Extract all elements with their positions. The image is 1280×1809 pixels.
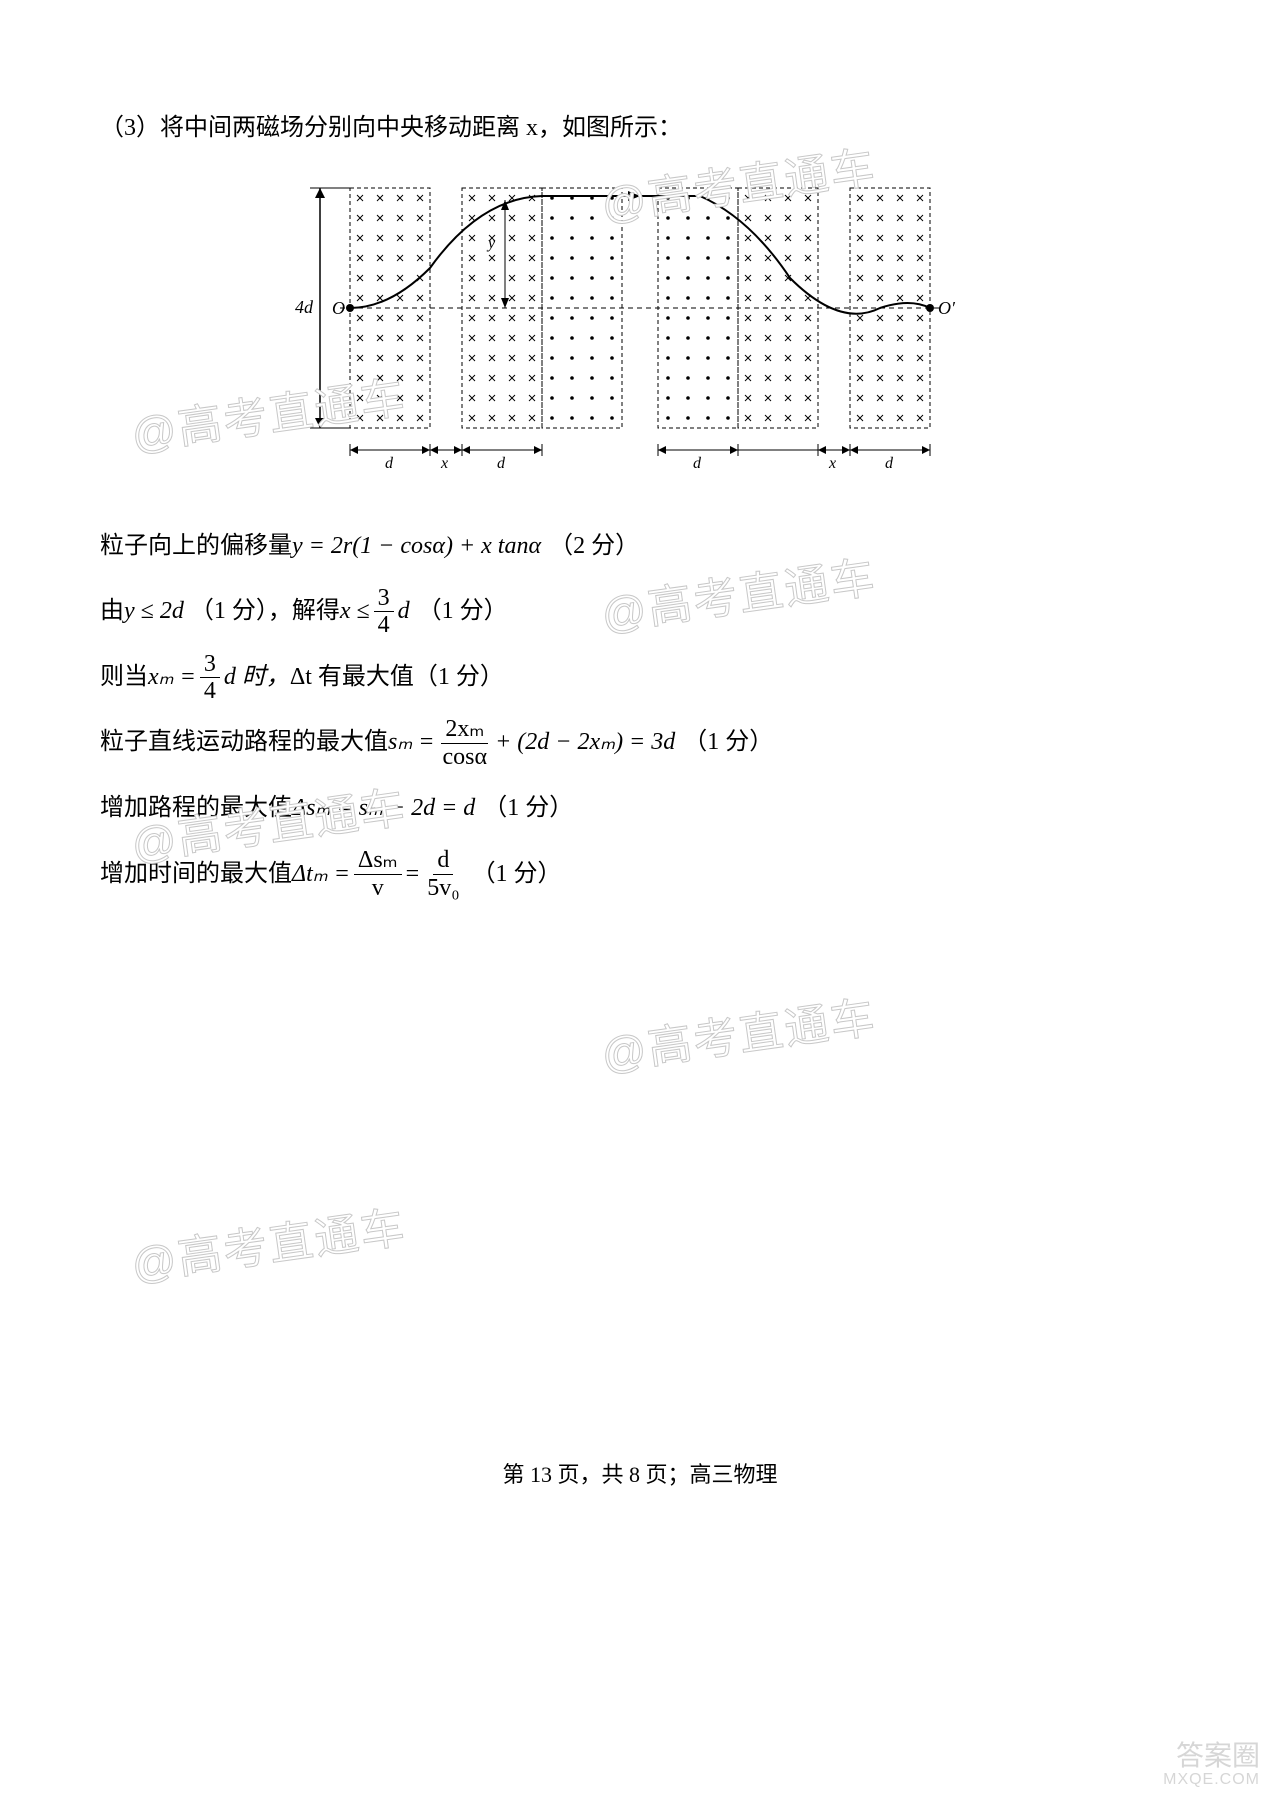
eq4-frac-num: 2xₘ [441, 716, 488, 743]
eq3-rhs: d 时， [224, 649, 290, 707]
eq4-frac-den: cosα [439, 744, 492, 770]
eq2-score1: （1 分）， [190, 583, 292, 641]
svg-text:O: O [332, 298, 345, 318]
eq2-lhs: x ≤ [340, 583, 370, 641]
intro-text: （3）将中间两磁场分别向中央移动距离 x，如图所示： [100, 100, 682, 158]
eq3-frac-den: 4 [200, 678, 220, 704]
svg-text:4d: 4d [295, 297, 314, 317]
eq3-lhs: xₘ = [148, 649, 196, 707]
svg-text:d: d [885, 455, 894, 472]
svg-text:d: d [385, 455, 394, 472]
eq6-fraction-2: d 5v₀ [423, 847, 463, 901]
eq3-tail: Δt 有最大值（1 分） [290, 649, 504, 707]
corner-line2: MXQE.COM [1163, 1771, 1260, 1789]
equation-6: 增加时间的最大值 Δtₘ = Δsₘ v = d 5v₀ （1 分） [100, 846, 1180, 904]
corner-line1: 答案圈 [1163, 1741, 1260, 1772]
eq5-formula: Δsₘ = sₘ − 2d = d [292, 780, 475, 838]
eq6-prefix: 增加时间的最大值 [100, 846, 292, 904]
page-footer: 第 13 页，共 8 页；高三物理 [0, 1457, 1280, 1489]
diagram-wrapper: 4d O O′ y d x d d x d [100, 168, 1180, 488]
equation-2: 由 y ≤ 2d （1 分）， 解得 x ≤ 3 4 d （1 分） [100, 583, 1180, 641]
eq4-mid: + (2d − 2xₘ) = 3d [495, 714, 675, 772]
svg-text:x: x [828, 455, 836, 472]
eq5-prefix: 增加路程的最大值 [100, 780, 292, 838]
eq1-formula: y = 2r(1 − cosα) + x tanα [292, 518, 541, 576]
eq6-fraction-1: Δsₘ v [354, 847, 402, 901]
footer-text: 第 13 页，共 8 页；高三物理 [502, 1462, 777, 1487]
equation-4: 粒子直线运动路程的最大值 sₘ = 2xₘ cosα + (2d − 2xₘ) … [100, 714, 1180, 772]
eq4-score: （1 分） [683, 714, 773, 772]
equation-5: 增加路程的最大值 Δsₘ = sₘ − 2d = d （1 分） [100, 780, 1180, 838]
eq6-mid: = [406, 846, 420, 904]
eq6-score: （1 分） [472, 846, 562, 904]
eq2-fraction: 3 4 [374, 585, 394, 639]
eq3-fraction: 3 4 [200, 651, 220, 705]
eq4-prefix: 粒子直线运动路程的最大值 [100, 714, 388, 772]
corner-watermark: 答案圈 MXQE.COM [1163, 1741, 1260, 1789]
eq6-frac1-num: Δsₘ [354, 847, 402, 874]
eq2-rhs: d [398, 583, 410, 641]
eq6-frac2-den: 5v₀ [423, 875, 463, 901]
eq3-prefix: 则当 [100, 649, 148, 707]
eq6-frac1-den: v [368, 875, 388, 901]
eq1-score: （2 分） [549, 518, 639, 576]
svg-text:d: d [497, 455, 506, 472]
eq2-score2: （1 分） [418, 583, 508, 641]
eq2-frac-den: 4 [374, 612, 394, 638]
equation-3: 则当 xₘ = 3 4 d 时， Δt 有最大值（1 分） [100, 649, 1180, 707]
watermark-text: @高考直通车 [127, 1191, 410, 1293]
watermark-text: @高考直通车 [597, 981, 880, 1083]
svg-text:d: d [693, 455, 702, 472]
eq2-frac-num: 3 [374, 585, 394, 612]
eq5-score: （1 分） [483, 780, 573, 838]
svg-text:y: y [486, 235, 496, 252]
intro-line: （3）将中间两磁场分别向中央移动距离 x，如图所示： [100, 100, 1180, 158]
svg-text:O′: O′ [938, 298, 956, 318]
eq2-mid: 解得 [292, 583, 340, 641]
eq6-frac2-num: d [433, 847, 453, 874]
equation-1: 粒子向上的偏移量 y = 2r(1 − cosα) + x tanα （2 分） [100, 518, 1180, 576]
eq2-cond: y ≤ 2d [124, 583, 184, 641]
physics-diagram: 4d O O′ y d x d d x d [280, 168, 1000, 488]
eq3-frac-num: 3 [200, 651, 220, 678]
eq4-lhs: sₘ = [388, 714, 435, 772]
eq2-prefix: 由 [100, 583, 124, 641]
svg-text:x: x [440, 455, 448, 472]
page-container: @高考直通车@高考直通车@高考直通车@高考直通车@高考直通车@高考直通车 （3）… [0, 0, 1280, 1809]
eq4-fraction: 2xₘ cosα [439, 716, 492, 770]
eq1-prefix: 粒子向上的偏移量 [100, 518, 292, 576]
eq6-lhs: Δtₘ = [292, 846, 350, 904]
